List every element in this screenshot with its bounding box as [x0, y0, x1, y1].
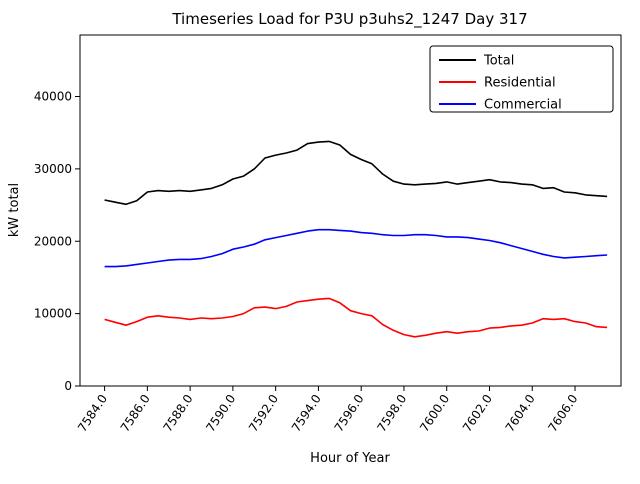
x-tick-label: 7592.0: [246, 392, 281, 435]
x-tick-label: 7596.0: [332, 392, 367, 435]
series-line-total: [104, 140, 608, 206]
y-tick-label: 10000: [34, 307, 72, 321]
x-tick-label: 7598.0: [374, 392, 409, 435]
x-tick-label: 7586.0: [118, 392, 153, 435]
x-axis-ticks: 7584.0 7586.0 7588.0 7590.0 7592.0 7594.0 7596…: [75, 386, 581, 434]
series-line-residential: [104, 297, 608, 338]
x-tick-label: 7604.0: [503, 392, 538, 435]
x-tick-label: 7588.0: [161, 392, 196, 435]
y-tick-label: 0: [64, 379, 72, 393]
legend-label-total: Total: [483, 54, 514, 69]
chart-title: Timeseries Load for P3U p3uhs2_1247 Day …: [171, 10, 527, 29]
x-tick-label: 7584.0: [75, 392, 110, 435]
x-tick-label: 7606.0: [545, 392, 580, 435]
y-axis-label: kW total: [7, 183, 22, 237]
y-tick-label: 40000: [34, 90, 72, 104]
y-axis-ticks: 0 10000 20000 30000 40000: [34, 90, 80, 393]
series-line-commercial: [104, 228, 608, 268]
x-tick-label: 7600.0: [417, 392, 452, 435]
x-axis-label: Hour of Year: [310, 451, 390, 466]
x-tick-label: 7602.0: [460, 392, 495, 435]
y-tick-label: 30000: [34, 162, 72, 176]
plot-lines: [104, 140, 608, 338]
legend-label-commercial: Commercial: [484, 98, 562, 113]
legend-label-residential: Residential: [484, 76, 556, 91]
legend: Total Residential Commercial: [429, 45, 614, 113]
x-tick-label: 7590.0: [203, 392, 238, 435]
y-tick-label: 20000: [34, 234, 72, 248]
x-tick-label: 7594.0: [289, 392, 324, 435]
legend-box: [429, 45, 614, 113]
